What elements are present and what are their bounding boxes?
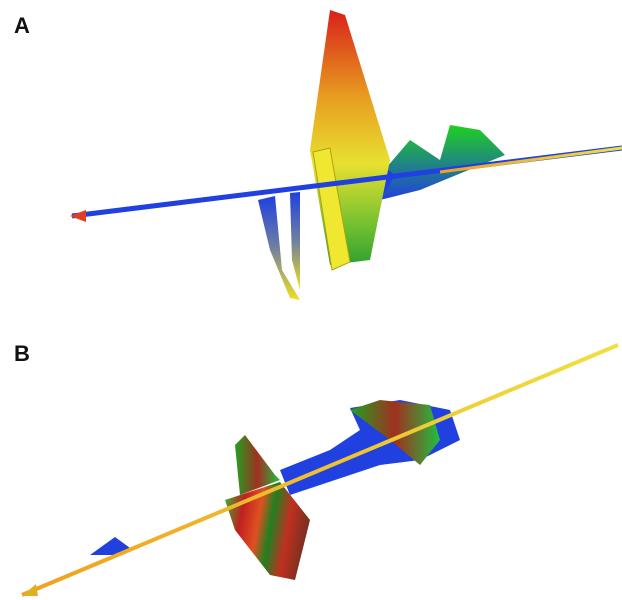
surface (310, 10, 390, 265)
surface (225, 482, 310, 580)
surface (258, 196, 300, 300)
axis (439, 146, 622, 174)
panel-label: A (14, 13, 30, 38)
panel-label: B (14, 341, 30, 366)
surface (380, 125, 505, 200)
surface (290, 192, 300, 290)
arrow (70, 210, 86, 222)
panel-a: A (14, 10, 622, 300)
axis (21, 343, 619, 597)
surface (90, 537, 130, 555)
surface (350, 400, 440, 465)
arrow (22, 584, 38, 596)
surface (235, 435, 280, 495)
surface (312, 147, 351, 271)
panel-b: B (14, 341, 619, 597)
